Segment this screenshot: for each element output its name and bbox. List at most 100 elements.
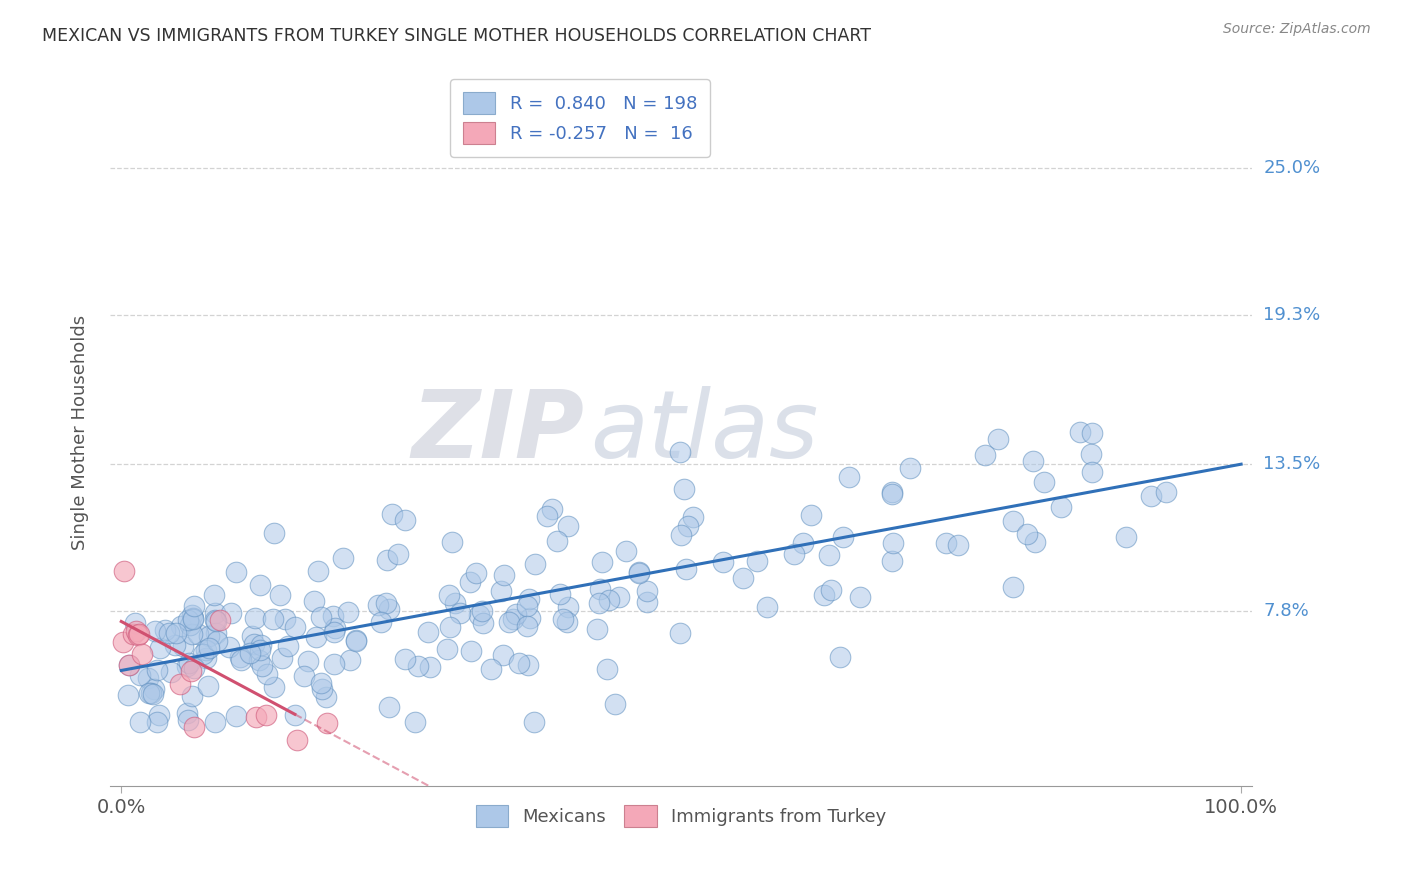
Point [387, 547, 409, 561]
Point [517, 591, 540, 606]
Point [195, 651, 218, 665]
Point [183, 599, 205, 614]
Point [143, 681, 166, 696]
Point [783, 547, 806, 561]
Point [302, 594, 325, 608]
Point [129, 668, 152, 682]
Point [204, 613, 226, 627]
Point [1140, 489, 1163, 503]
Point [367, 598, 389, 612]
Point [142, 686, 165, 700]
Point [557, 600, 579, 615]
Point [344, 633, 367, 648]
Point [249, 578, 271, 592]
Point [117, 658, 139, 673]
Point [284, 708, 307, 723]
Point [523, 714, 546, 729]
Point [263, 680, 285, 694]
Point [820, 582, 842, 597]
Point [731, 571, 754, 585]
Point [882, 536, 904, 550]
Point [1024, 535, 1046, 549]
Point [492, 648, 515, 662]
Point [270, 651, 292, 665]
Point [378, 602, 401, 616]
Point [551, 612, 574, 626]
Point [394, 513, 416, 527]
Point [436, 642, 458, 657]
Point [198, 640, 221, 655]
Point [505, 607, 527, 621]
Point [146, 663, 169, 677]
Point [1022, 454, 1045, 468]
Point [541, 502, 564, 516]
Point [337, 605, 360, 619]
Point [179, 664, 201, 678]
Point [607, 590, 630, 604]
Point [165, 638, 187, 652]
Point [269, 588, 291, 602]
Point [492, 568, 515, 582]
Point [249, 643, 271, 657]
Point [202, 588, 225, 602]
Point [309, 610, 332, 624]
Point [231, 653, 253, 667]
Point [323, 621, 346, 635]
Point [394, 651, 416, 665]
Point [117, 688, 139, 702]
Point [828, 650, 851, 665]
Point [439, 620, 461, 634]
Point [254, 708, 277, 723]
Point [177, 656, 200, 670]
Point [502, 612, 524, 626]
Point [375, 553, 398, 567]
Point [197, 679, 219, 693]
Point [204, 714, 226, 729]
Point [946, 538, 969, 552]
Text: ZIP: ZIP [411, 386, 583, 478]
Point [316, 715, 339, 730]
Point [322, 609, 344, 624]
Point [138, 686, 160, 700]
Point [176, 706, 198, 721]
Point [548, 587, 571, 601]
Point [194, 643, 217, 657]
Point [309, 676, 332, 690]
Point [676, 519, 699, 533]
Point [458, 575, 481, 590]
Point [323, 624, 346, 639]
Point [297, 654, 319, 668]
Point [148, 708, 170, 723]
Point [669, 445, 692, 459]
Point [153, 623, 176, 637]
Text: 7.8%: 7.8% [1264, 602, 1309, 620]
Point [419, 660, 441, 674]
Point [136, 671, 159, 685]
Point [1050, 500, 1073, 515]
Point [139, 686, 162, 700]
Text: atlas: atlas [591, 386, 818, 477]
Point [129, 714, 152, 729]
Point [467, 608, 489, 623]
Point [628, 565, 651, 579]
Point [557, 519, 579, 533]
Point [973, 448, 995, 462]
Point [449, 606, 471, 620]
Point [205, 614, 228, 628]
Point [589, 582, 612, 596]
Text: 19.3%: 19.3% [1264, 306, 1320, 324]
Point [205, 626, 228, 640]
Point [287, 733, 309, 747]
Point [208, 613, 231, 627]
Point [672, 482, 695, 496]
Point [157, 626, 180, 640]
Point [516, 599, 538, 614]
Point [172, 639, 194, 653]
Point [219, 606, 242, 620]
Point [523, 558, 546, 572]
Point [636, 595, 658, 609]
Point [675, 561, 697, 575]
Point [177, 613, 200, 627]
Point [882, 554, 904, 568]
Point [987, 432, 1010, 446]
